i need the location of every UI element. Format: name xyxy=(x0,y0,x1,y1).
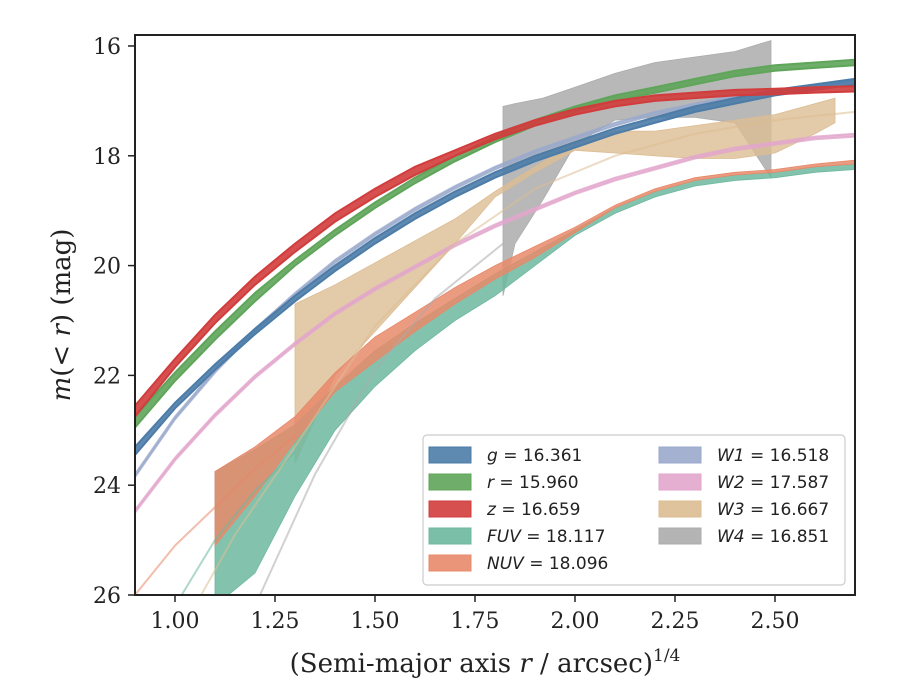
y-axis-title-suffix: ) (mag) xyxy=(47,229,77,325)
legend-entry-w3: W3 = 16.667 xyxy=(658,500,829,520)
legend-swatch xyxy=(658,446,702,464)
legend-label: g = 16.361 xyxy=(487,446,582,466)
series-w1 xyxy=(135,77,855,479)
legend-entry-z: z = 16.659 xyxy=(428,500,580,520)
y-tick-label: 16 xyxy=(93,35,121,60)
y-axis-title-open: ( xyxy=(47,367,77,377)
series-nuv-band xyxy=(214,159,855,547)
legend-swatch xyxy=(658,527,702,545)
x-axis-title-variable: r xyxy=(519,649,533,679)
legend-label: W1 = 16.518 xyxy=(717,446,829,466)
y-tick-label: 22 xyxy=(93,364,121,389)
legend-entry-w2: W2 = 17.587 xyxy=(658,473,829,493)
legend-swatch xyxy=(428,554,472,572)
y-axis-title-function: m xyxy=(47,377,77,402)
series-w3-band xyxy=(294,97,836,464)
legend-label: z = 16.659 xyxy=(486,500,580,520)
x-tick-label: 1.75 xyxy=(451,609,500,634)
legend-entry-nuv: NUV = 18.096 xyxy=(428,554,608,574)
y-tick-label: 20 xyxy=(93,255,121,280)
y-axis-title: m(< r) (mag) xyxy=(47,229,77,402)
x-tick-label: 1.25 xyxy=(251,609,300,634)
x-axis-title-suffix: / arcsec) xyxy=(532,649,653,679)
series-g xyxy=(135,77,855,457)
x-axis-title-exponent: 1/4 xyxy=(653,646,680,666)
legend-label: W2 = 17.587 xyxy=(717,473,829,493)
series-w1-band xyxy=(135,77,855,479)
series-w3-model-tail xyxy=(200,110,855,595)
legend-label: FUV = 18.117 xyxy=(487,527,605,547)
plot-frame xyxy=(134,34,856,596)
x-tick-label: 2.50 xyxy=(751,609,800,634)
legend-label: W3 = 16.667 xyxy=(717,500,829,520)
legend: g = 16.361 r = 15.960 z = 16.659 FUV = 18.1… xyxy=(422,434,846,586)
legend-label: r = 15.960 xyxy=(487,473,579,493)
series-nuv-model-tail xyxy=(135,435,296,595)
series-z xyxy=(135,85,855,419)
legend-label: NUV = 18.096 xyxy=(487,554,608,574)
legend-label: W4 = 16.851 xyxy=(717,527,829,547)
legend-swatch xyxy=(428,500,472,518)
legend-entry-w1: W1 = 16.518 xyxy=(658,446,829,466)
y-axis-title-variable: < r xyxy=(47,323,77,367)
legend-swatch xyxy=(428,527,472,545)
legend-swatch xyxy=(658,473,702,491)
legend-entry-r: r = 15.960 xyxy=(428,473,579,493)
series-w3 xyxy=(294,97,836,464)
x-tick-label: 1.00 xyxy=(151,609,200,634)
legend-swatch xyxy=(658,500,702,518)
series-r xyxy=(135,58,855,430)
x-axis-title-prefix: (Semi-major axis xyxy=(290,649,520,679)
series-g-band xyxy=(135,77,855,457)
legend-items: g = 16.361 r = 15.960 z = 16.659 FUV = 18.1… xyxy=(428,446,829,574)
series-fuv-model-tail xyxy=(180,451,296,595)
x-tick-label: 1.50 xyxy=(351,609,400,634)
x-axis-ticks: 1.00 1.25 1.50 1.75 2.00 2.25 2.50 xyxy=(151,595,800,634)
y-tick-label: 18 xyxy=(93,145,121,170)
y-tick-label: 24 xyxy=(93,474,121,499)
legend-swatch xyxy=(428,473,472,491)
x-tick-label: 2.25 xyxy=(651,609,700,634)
legend-entry-w4: W4 = 16.851 xyxy=(658,527,829,547)
x-axis-title: (Semi-major axis r / arcsec)1/4 xyxy=(290,646,681,679)
y-axis-ticks: 16 18 20 22 24 26 xyxy=(93,35,135,609)
series-nuv xyxy=(214,159,855,547)
legend-entry-g: g = 16.361 xyxy=(428,446,582,466)
series-w4-model-tail xyxy=(258,242,504,595)
series-z-band xyxy=(135,85,855,419)
series-layer xyxy=(135,39,855,595)
series-r-band xyxy=(135,58,855,430)
series-w2-band xyxy=(135,132,855,515)
legend-entry-fuv: FUV = 18.117 xyxy=(428,527,605,547)
x-tick-label: 2.00 xyxy=(551,609,600,634)
legend-swatch xyxy=(428,446,472,464)
y-tick-label: 26 xyxy=(93,584,121,609)
series-w2 xyxy=(135,132,855,515)
legend-box xyxy=(422,434,846,586)
